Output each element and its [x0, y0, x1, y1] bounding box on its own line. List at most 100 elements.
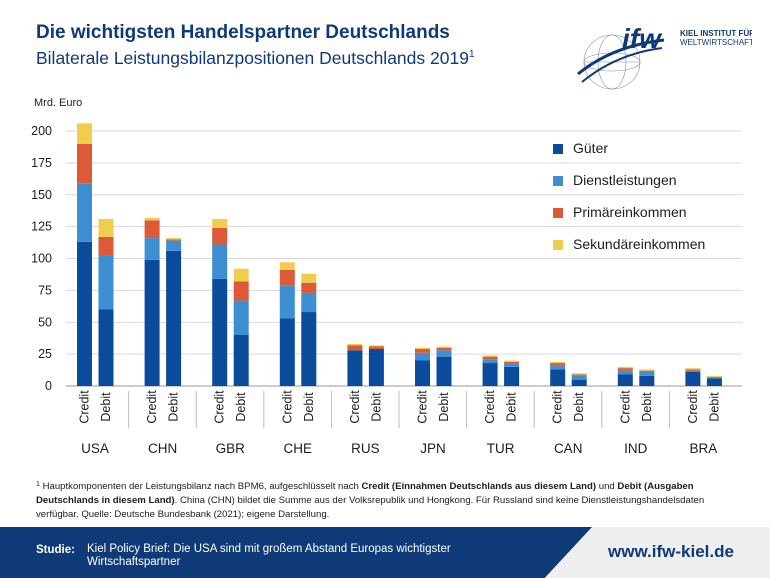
logo-line-1: KIEL INSTITUT FÜR: [680, 29, 752, 38]
legend-swatch: [553, 144, 563, 154]
bar-segment: [301, 312, 317, 386]
legend-label: Sekundäreinkommen: [573, 236, 706, 252]
bar-label: Credit: [686, 390, 700, 424]
bar-segment: [504, 361, 520, 364]
bar-segment: [166, 238, 182, 240]
bar-label: Credit: [551, 390, 565, 424]
bar-label: Credit: [78, 390, 92, 424]
group-label: CAN: [554, 441, 583, 456]
bar-segment: [550, 363, 566, 366]
legend-swatch: [553, 240, 563, 250]
bar-segment: [436, 350, 452, 357]
bar-segment: [301, 292, 317, 313]
bar-label: Debit: [505, 392, 519, 422]
footnote-debit-definition: Debit (Ausgaben Deutschlands in diesem L…: [36, 481, 694, 506]
bar-segment: [685, 368, 701, 370]
footer-url[interactable]: www.ifw-kiel.de: [608, 542, 734, 561]
bar-segment: [368, 349, 384, 386]
bar-segment: [550, 361, 566, 364]
footnote-text-2: und: [596, 481, 618, 492]
bar-segment: [98, 218, 114, 237]
bar-segment: [301, 282, 317, 293]
globe-icon: [577, 34, 665, 90]
bar-label: Debit: [302, 392, 316, 422]
bar-segment: [77, 143, 92, 184]
bar-segment: [166, 250, 182, 386]
y-tick-label: 150: [31, 188, 52, 202]
bar-segment: [347, 350, 363, 386]
bar-segment: [233, 268, 249, 282]
bar-segment: [368, 345, 384, 347]
group-label: RUS: [351, 441, 380, 456]
footnote: 1 Hauptkomponenten der Leistungsbilanz n…: [36, 478, 740, 522]
bar-segment: [685, 371, 701, 386]
group-label: GBR: [216, 441, 246, 456]
y-tick-label: 125: [31, 220, 52, 234]
bar-label: Credit: [416, 390, 430, 424]
legend-label: Primäreinkommen: [573, 204, 687, 220]
footnote-text-1: Hauptkomponenten der Leistungsbilanz nac…: [39, 481, 362, 492]
bar-label: Debit: [369, 392, 383, 422]
bar-label: Debit: [437, 392, 451, 422]
bar-segment: [347, 345, 363, 351]
footnote-credit-definition: Credit (Einnahmen Deutschlands aus diese…: [361, 481, 597, 492]
group-label: TUR: [487, 441, 515, 456]
bar-segment: [482, 356, 498, 360]
subtitle-footnote-ref: 1: [468, 49, 475, 60]
bar-segment: [482, 355, 498, 357]
footnote-text-3: . China (CHN) bildet die Summe aus der V…: [36, 495, 705, 520]
bar-segment: [504, 366, 520, 386]
y-tick-label: 50: [38, 315, 52, 329]
bar-segment: [436, 347, 452, 351]
y-tick-label: 25: [38, 347, 52, 361]
bar-segment: [571, 379, 587, 386]
bar-label: Credit: [280, 390, 294, 424]
bar-label: Debit: [707, 392, 721, 422]
legend-swatch: [553, 208, 563, 218]
bar-segment: [639, 369, 655, 371]
bar-label: Credit: [483, 390, 497, 424]
bar-segment: [415, 352, 430, 361]
bar-segment: [706, 375, 722, 378]
y-axis-unit-label: Mrd. Euro: [34, 97, 83, 109]
bar-segment: [571, 374, 587, 376]
bar-segment: [368, 346, 384, 350]
footer-study-text: Kiel Policy Brief: Die USA sind mit groß…: [87, 543, 451, 568]
bar-segment: [639, 375, 655, 386]
bar-segment: [144, 217, 160, 221]
bar-segment: [639, 370, 655, 372]
bar-segment: [279, 269, 295, 286]
bar-segment: [233, 335, 249, 386]
logo-line-2: WELTWIRTSCHAFT: [680, 38, 752, 47]
bar-segment: [77, 123, 92, 144]
bar-segment: [415, 347, 430, 350]
bar-segment: [617, 370, 633, 375]
bar-segment: [617, 368, 633, 371]
bar-label: Credit: [618, 390, 632, 424]
bar-segment: [279, 285, 295, 319]
bar-segment: [504, 360, 520, 362]
bar-label: Debit: [572, 392, 586, 422]
y-tick-label: 75: [38, 283, 52, 297]
bar-segment: [706, 377, 722, 379]
bar-label: Debit: [640, 392, 654, 422]
legend-swatch: [553, 176, 563, 186]
bar-segment: [77, 183, 92, 242]
legend-label: Dienstleistungen: [573, 172, 677, 188]
bar-segment: [639, 371, 655, 376]
bar-segment: [617, 366, 633, 369]
bars: [77, 123, 722, 386]
bar-segment: [212, 278, 228, 386]
bar-segment: [212, 218, 228, 228]
bar-segment: [347, 343, 363, 346]
footnote-ref: 1: [36, 481, 40, 488]
bar-segment: [98, 309, 114, 386]
bar-segment: [482, 359, 498, 364]
bar-segment: [415, 360, 430, 386]
bar-segment: [685, 369, 701, 371]
bar-segment: [98, 236, 114, 256]
bar-segment: [144, 259, 160, 386]
footer: Studie: Kiel Policy Brief: Die USA sind …: [0, 527, 770, 578]
bar-segment: [166, 239, 182, 241]
